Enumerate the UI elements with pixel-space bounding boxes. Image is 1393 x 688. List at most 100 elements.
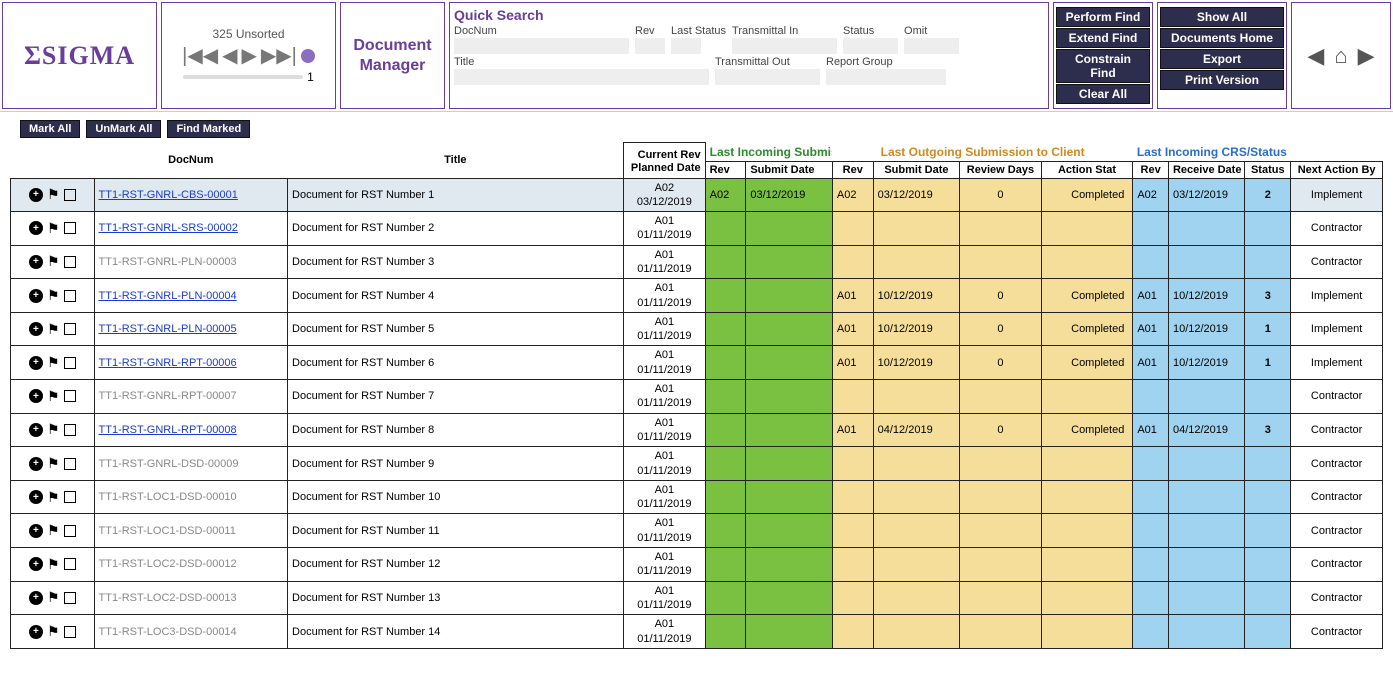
flag-icon[interactable]: ⚑: [47, 287, 60, 304]
add-icon[interactable]: +: [29, 356, 43, 370]
record-dot-icon[interactable]: [301, 49, 315, 63]
mark-all-button[interactable]: Mark All: [20, 120, 80, 138]
record-slider[interactable]: [183, 75, 303, 79]
docnum-link[interactable]: TT1-RST-GNRL-PLN-00005: [99, 323, 237, 335]
report-group-input[interactable]: [826, 69, 946, 85]
clear-all-button[interactable]: Clear All: [1056, 84, 1150, 104]
title-input[interactable]: [454, 69, 709, 85]
checkbox-icon[interactable]: [64, 256, 76, 268]
checkbox-icon[interactable]: [64, 558, 76, 570]
checkbox-icon[interactable]: [64, 390, 76, 402]
flag-icon[interactable]: ⚑: [47, 253, 60, 270]
checkbox-icon[interactable]: [64, 525, 76, 537]
flag-icon[interactable]: ⚑: [47, 388, 60, 405]
checkbox-icon[interactable]: [64, 458, 76, 470]
mark-toolbar: Mark All UnMark All Find Marked: [0, 112, 1393, 142]
prev-record-icon[interactable]: ◀: [222, 43, 237, 68]
export-button[interactable]: Export: [1160, 49, 1284, 69]
table-row[interactable]: + ⚑ TT1-RST-LOC1-DSD-00011 Document for …: [11, 514, 1383, 548]
docnum-link[interactable]: TT1-RST-GNRL-RPT-00008: [99, 424, 237, 436]
out-date: 10/12/2019: [873, 346, 960, 380]
checkbox-icon[interactable]: [64, 290, 76, 302]
next-record-icon[interactable]: ▶: [242, 43, 257, 68]
table-row[interactable]: + ⚑ TT1-RST-GNRL-RPT-00006 Document for …: [11, 346, 1383, 380]
status-input[interactable]: [843, 38, 898, 54]
flag-icon[interactable]: ⚑: [47, 220, 60, 237]
docnum-input[interactable]: [454, 38, 629, 54]
out-rev: [832, 480, 873, 514]
transmittal-out-input[interactable]: [715, 69, 820, 85]
flag-icon[interactable]: ⚑: [47, 556, 60, 573]
docnum-link[interactable]: TT1-RST-GNRL-CBS-00001: [99, 189, 238, 201]
home-icon[interactable]: ⌂: [1334, 43, 1347, 69]
extend-find-button[interactable]: Extend Find: [1056, 28, 1150, 48]
back-icon[interactable]: ◀: [1307, 43, 1324, 69]
docnum-link[interactable]: TT1-RST-GNRL-SRS-00002: [99, 222, 238, 234]
unmark-all-button[interactable]: UnMark All: [86, 120, 161, 138]
flag-icon[interactable]: ⚑: [47, 489, 60, 506]
col-crs-rev: Rev: [1133, 161, 1169, 178]
omit-input[interactable]: [904, 38, 959, 54]
table-row[interactable]: + ⚑ TT1-RST-GNRL-CBS-00001 Document for …: [11, 178, 1383, 212]
flag-icon[interactable]: ⚑: [47, 421, 60, 438]
rev-input[interactable]: [635, 38, 665, 54]
crs-status: 1: [1245, 312, 1291, 346]
flag-icon[interactable]: ⚑: [47, 455, 60, 472]
table-row[interactable]: + ⚑ TT1-RST-GNRL-PLN-00003 Document for …: [11, 245, 1383, 279]
doc-title: Document for RST Number 3: [288, 245, 624, 279]
table-row[interactable]: + ⚑ TT1-RST-GNRL-RPT-00008 Document for …: [11, 413, 1383, 447]
checkbox-icon[interactable]: [64, 222, 76, 234]
first-record-icon[interactable]: |◀◀: [182, 43, 218, 68]
checkbox-icon[interactable]: [64, 189, 76, 201]
checkbox-icon[interactable]: [64, 491, 76, 503]
table-row[interactable]: + ⚑ TT1-RST-LOC1-DSD-00010 Document for …: [11, 480, 1383, 514]
add-icon[interactable]: +: [29, 490, 43, 504]
show-all-button[interactable]: Show All: [1160, 7, 1284, 27]
add-icon[interactable]: +: [29, 557, 43, 571]
add-icon[interactable]: +: [29, 625, 43, 639]
add-icon[interactable]: +: [29, 457, 43, 471]
docnum-link[interactable]: TT1-RST-GNRL-RPT-00006: [99, 357, 237, 369]
print-version-button[interactable]: Print Version: [1160, 70, 1284, 90]
table-row[interactable]: + ⚑ TT1-RST-GNRL-PLN-00005 Document for …: [11, 312, 1383, 346]
table-row[interactable]: + ⚑ TT1-RST-GNRL-RPT-00007 Document for …: [11, 380, 1383, 414]
next-action: Contractor: [1291, 615, 1383, 649]
forward-icon[interactable]: ▶: [1358, 43, 1375, 69]
flag-icon[interactable]: ⚑: [47, 186, 60, 203]
table-row[interactable]: + ⚑ TT1-RST-LOC2-DSD-00013 Document for …: [11, 581, 1383, 615]
table-row[interactable]: + ⚑ TT1-RST-GNRL-PLN-00004 Document for …: [11, 279, 1383, 313]
checkbox-icon[interactable]: [64, 592, 76, 604]
out-date: [873, 212, 960, 246]
add-icon[interactable]: +: [29, 423, 43, 437]
add-icon[interactable]: +: [29, 289, 43, 303]
current-rev: A0101/11/2019: [624, 615, 705, 649]
add-icon[interactable]: +: [29, 255, 43, 269]
transmittal-in-input[interactable]: [732, 38, 837, 54]
add-icon[interactable]: +: [29, 322, 43, 336]
table-row[interactable]: + ⚑ TT1-RST-GNRL-SRS-00002 Document for …: [11, 212, 1383, 246]
flag-icon[interactable]: ⚑: [47, 354, 60, 371]
last-status-input[interactable]: [671, 38, 701, 54]
flag-icon[interactable]: ⚑: [47, 589, 60, 606]
docnum-link[interactable]: TT1-RST-GNRL-PLN-00004: [99, 290, 237, 302]
documents-home-button[interactable]: Documents Home: [1160, 28, 1284, 48]
checkbox-icon[interactable]: [64, 323, 76, 335]
constrain-find-button[interactable]: Constrain Find: [1056, 49, 1150, 83]
perform-find-button[interactable]: Perform Find: [1056, 7, 1150, 27]
flag-icon[interactable]: ⚑: [47, 321, 60, 338]
add-icon[interactable]: +: [29, 389, 43, 403]
add-icon[interactable]: +: [29, 524, 43, 538]
table-row[interactable]: + ⚑ TT1-RST-LOC2-DSD-00012 Document for …: [11, 548, 1383, 582]
table-row[interactable]: + ⚑ TT1-RST-GNRL-DSD-00009 Document for …: [11, 447, 1383, 481]
table-row[interactable]: + ⚑ TT1-RST-LOC3-DSD-00014 Document for …: [11, 615, 1383, 649]
find-marked-button[interactable]: Find Marked: [167, 120, 250, 138]
last-record-icon[interactable]: ▶▶|: [261, 43, 297, 68]
flag-icon[interactable]: ⚑: [47, 522, 60, 539]
add-icon[interactable]: +: [29, 221, 43, 235]
flag-icon[interactable]: ⚑: [47, 623, 60, 640]
add-icon[interactable]: +: [29, 591, 43, 605]
add-icon[interactable]: +: [29, 188, 43, 202]
checkbox-icon[interactable]: [64, 424, 76, 436]
checkbox-icon[interactable]: [64, 626, 76, 638]
checkbox-icon[interactable]: [64, 357, 76, 369]
